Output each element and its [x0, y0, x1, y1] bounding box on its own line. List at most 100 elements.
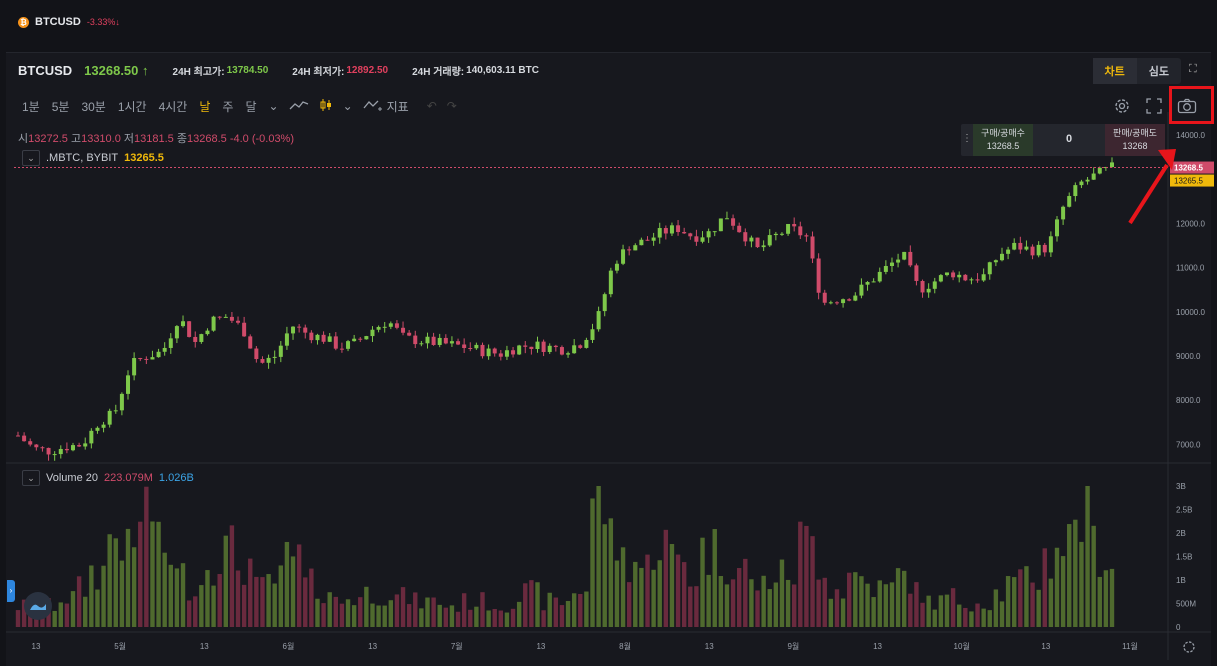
volume-bar: [492, 608, 497, 627]
volume-bar: [510, 608, 516, 627]
candle-body: [193, 336, 198, 342]
volume-bar: [437, 604, 442, 627]
line-chart-icon[interactable]: [289, 99, 309, 114]
candle-body: [107, 410, 112, 425]
candle-body: [58, 448, 63, 455]
candle-body: [449, 341, 454, 344]
volume-bar: [529, 580, 534, 627]
view-tabs: 차트 심도: [1092, 58, 1181, 84]
symbol-title: BTCUSD: [18, 62, 73, 78]
volume-bar: [712, 529, 717, 627]
volume-bar: [131, 547, 137, 627]
chart-actions: [1113, 91, 1211, 121]
side-panel-toggle-icon[interactable]: ›: [7, 580, 15, 602]
top-symbol[interactable]: BTCUSD: [35, 16, 81, 28]
buy-price: 13268.5: [986, 141, 1020, 151]
indicators-label[interactable]: 지표: [386, 99, 409, 114]
candle-body: [602, 294, 607, 312]
expand-arrows-icon[interactable]: [1145, 97, 1163, 115]
more-intervals-chevron-icon[interactable]: ⌄: [268, 99, 279, 113]
candle-body: [706, 231, 711, 238]
redo-icon[interactable]: ↷: [446, 99, 457, 113]
volume-bar: [571, 593, 577, 627]
sell-button[interactable]: 판매/공매도 13268: [1105, 124, 1165, 156]
volume-bar: [926, 595, 931, 627]
interval-30m[interactable]: 30분: [81, 99, 106, 114]
candle-body: [786, 223, 791, 234]
volume-bar: [211, 585, 216, 627]
volume-bar: [1060, 556, 1066, 627]
interval-5m[interactable]: 5분: [51, 99, 70, 114]
volume-bar: [186, 600, 192, 627]
low-label: 24H 최저가:: [292, 66, 345, 78]
candle-body: [498, 353, 503, 357]
candle-body: [126, 375, 131, 394]
interval-4h[interactable]: 4시간: [158, 99, 188, 114]
annotation-arrowhead: [1158, 149, 1176, 170]
chart-type-chevron-icon[interactable]: ⌄: [342, 99, 353, 113]
volume-bar: [461, 593, 467, 627]
volume-bar: [975, 603, 980, 627]
candle-body: [431, 336, 436, 345]
candle-body: [34, 444, 39, 448]
settings-gear-icon[interactable]: [1113, 97, 1131, 115]
interval-1d[interactable]: 날: [199, 99, 211, 114]
volume-bar: [718, 576, 724, 627]
candle-body: [95, 427, 100, 431]
volume-bar: [547, 592, 552, 627]
candle-body: [731, 218, 736, 226]
candle-body: [926, 288, 931, 293]
volume-bar: [871, 597, 876, 627]
candle-body: [584, 339, 589, 348]
volume-bar: [963, 607, 968, 627]
volume-bar: [810, 536, 815, 627]
collapse-chevron-icon[interactable]: ⌄: [22, 150, 40, 166]
candle-body: [382, 326, 387, 328]
volume-bar: [199, 585, 204, 627]
tab-chart[interactable]: 차트: [1092, 58, 1137, 84]
volume-bar: [1079, 541, 1084, 627]
interval-1m[interactable]: 1분: [22, 99, 40, 114]
candle-body: [1018, 242, 1023, 250]
candlestick-icon[interactable]: [319, 98, 333, 115]
volume-bar: [480, 592, 485, 627]
series-name: .MBTC, BYBIT: [46, 152, 119, 164]
interval-1mo[interactable]: 달: [245, 99, 257, 114]
volume-bar: [804, 525, 809, 627]
time-axis-settings-icon[interactable]: [1183, 641, 1195, 653]
order-quantity[interactable]: 0: [1065, 133, 1073, 145]
candle-body: [1048, 236, 1053, 253]
volume-bar: [168, 564, 173, 627]
candle-body: [339, 348, 344, 350]
time-tick-label: 13: [705, 642, 714, 651]
candle-body: [358, 338, 363, 340]
candle-body: [419, 343, 424, 345]
fullscreen-icon[interactable]: ⛶: [1189, 63, 1197, 75]
candle-body: [260, 359, 265, 363]
indicators-icon[interactable]: [363, 98, 385, 115]
camera-icon[interactable]: [1177, 98, 1197, 114]
candle-body: [578, 345, 583, 348]
candle-body: [40, 447, 45, 449]
volume-bar: [987, 610, 992, 627]
volume-bar: [700, 537, 705, 627]
candle-body: [688, 233, 693, 237]
undo-icon[interactable]: ↶: [426, 99, 437, 113]
drag-handle-icon[interactable]: ⋮: [962, 133, 972, 144]
interval-1h[interactable]: 1시간: [117, 99, 147, 114]
candle-body: [77, 445, 82, 447]
volume-bar: [798, 521, 803, 627]
tab-depth[interactable]: 심도: [1148, 66, 1169, 78]
candle-body: [376, 326, 381, 330]
volume-collapse-chevron-icon[interactable]: ⌄: [22, 470, 40, 486]
volume-bar: [541, 610, 546, 627]
interval-1w[interactable]: 주: [222, 99, 234, 114]
candle-body: [132, 358, 137, 376]
volume-bar: [1109, 568, 1115, 627]
series-value: 13265.5: [124, 152, 164, 164]
candle-body: [211, 316, 216, 331]
price-tick-label: 12000.0: [1176, 220, 1205, 229]
buy-button[interactable]: 구매/공매수 13268.5: [973, 124, 1033, 156]
candle-body: [401, 327, 406, 333]
